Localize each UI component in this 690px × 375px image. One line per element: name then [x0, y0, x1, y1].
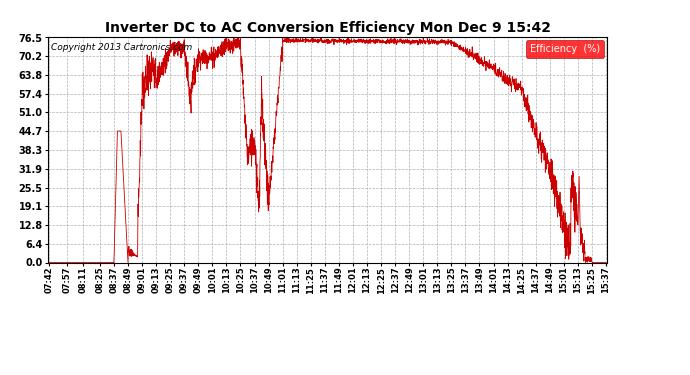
Title: Inverter DC to AC Conversion Efficiency Mon Dec 9 15:42: Inverter DC to AC Conversion Efficiency …: [105, 21, 551, 35]
Text: Copyright 2013 Cartronics.com: Copyright 2013 Cartronics.com: [51, 43, 193, 52]
Legend: Efficiency  (%): Efficiency (%): [526, 40, 604, 58]
